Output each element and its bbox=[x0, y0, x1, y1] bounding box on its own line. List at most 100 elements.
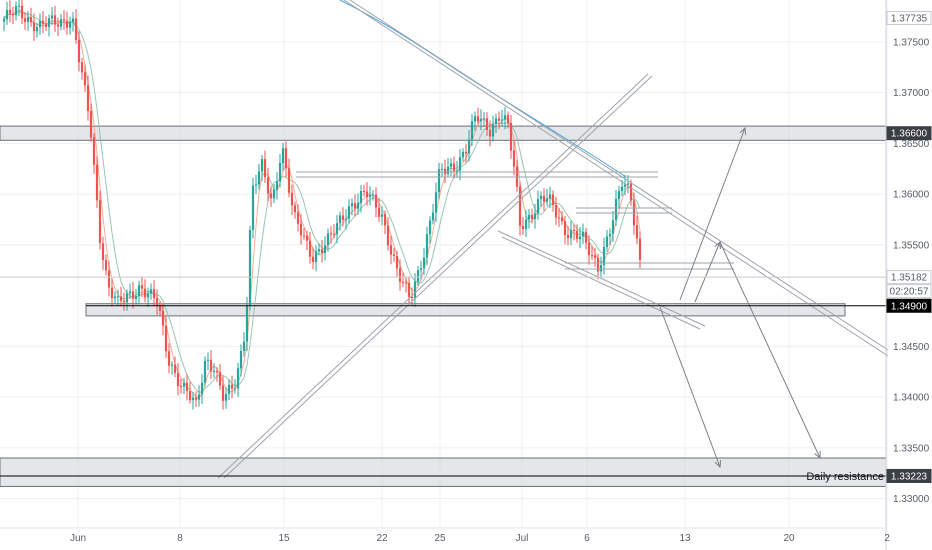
candle-body bbox=[113, 296, 117, 299]
candle-body bbox=[485, 118, 489, 131]
candle-body bbox=[239, 350, 243, 369]
price-label-countdown-bg bbox=[886, 284, 932, 299]
x-tick-label: 6 bbox=[584, 533, 590, 544]
candle-body bbox=[500, 119, 504, 121]
candle-body bbox=[35, 27, 39, 32]
daily-resistance-label: Daily resistance bbox=[806, 471, 884, 483]
x-tick-label: 13 bbox=[679, 533, 691, 544]
candle-body bbox=[635, 225, 639, 239]
y-tick-label: 1.37500 bbox=[893, 37, 930, 48]
candle-body bbox=[329, 233, 333, 235]
candle-body bbox=[140, 285, 144, 289]
candle-body bbox=[482, 118, 486, 120]
lower-zone bbox=[0, 457, 887, 487]
candle-body bbox=[164, 325, 168, 352]
candle-body bbox=[128, 291, 132, 294]
candle-body bbox=[419, 268, 423, 271]
candle-body bbox=[350, 203, 354, 207]
candle-body bbox=[272, 189, 276, 199]
candle-body bbox=[59, 19, 63, 27]
candle-body bbox=[233, 388, 237, 390]
candle-body bbox=[518, 186, 522, 227]
candle-body bbox=[440, 168, 444, 170]
candle-body bbox=[215, 371, 219, 373]
candle-body bbox=[260, 159, 264, 172]
candle-body bbox=[425, 234, 429, 258]
candle-body bbox=[638, 238, 642, 260]
candle-body bbox=[407, 282, 411, 297]
candle-body bbox=[32, 22, 36, 32]
candle-body bbox=[416, 270, 420, 282]
candle-body bbox=[167, 351, 171, 366]
candle-body bbox=[77, 39, 81, 63]
candle-body bbox=[431, 212, 435, 221]
candle-body bbox=[521, 226, 525, 229]
candle-body bbox=[170, 364, 174, 366]
candle-body bbox=[554, 204, 558, 218]
candle-body bbox=[581, 231, 585, 237]
candle-body bbox=[368, 194, 372, 198]
candle-body bbox=[458, 157, 462, 171]
price-label-last: 1.35182 bbox=[891, 273, 928, 284]
candle-body bbox=[443, 168, 447, 174]
candle-body bbox=[56, 24, 60, 27]
candle-body bbox=[188, 391, 192, 401]
time-axis[interactable]: Jun 8 15 22 25 Jul 6 13 20 2 bbox=[0, 527, 890, 544]
price-label-last-bg bbox=[886, 270, 932, 285]
candle-body bbox=[248, 229, 252, 306]
x-tick-label: 15 bbox=[278, 533, 290, 544]
candle-body bbox=[563, 221, 567, 235]
candle-body bbox=[356, 202, 360, 209]
annotations: Daily resistance bbox=[806, 471, 884, 483]
candle-body bbox=[602, 247, 606, 266]
candle-body bbox=[149, 289, 153, 294]
candle-body bbox=[200, 382, 204, 395]
candle-body bbox=[371, 194, 375, 196]
candle-body bbox=[410, 296, 414, 299]
candle-body bbox=[242, 341, 246, 351]
candle-body bbox=[341, 215, 345, 220]
candle-body bbox=[386, 225, 390, 246]
candle-body bbox=[131, 291, 135, 299]
candle-body bbox=[527, 214, 531, 220]
candle-body bbox=[473, 116, 477, 122]
candle-body bbox=[323, 245, 327, 254]
candle-body bbox=[404, 282, 408, 284]
support-zone bbox=[85, 303, 846, 317]
candle-body bbox=[332, 233, 336, 235]
candle-body bbox=[545, 198, 549, 202]
candle-body bbox=[95, 164, 99, 201]
candle-body bbox=[569, 230, 573, 239]
candle-body bbox=[374, 194, 378, 208]
candle-body bbox=[326, 233, 330, 246]
candle-body bbox=[617, 191, 621, 200]
candle-body bbox=[353, 203, 357, 209]
projection-arrow bbox=[679, 127, 746, 301]
candle-body bbox=[428, 220, 432, 235]
candle-body bbox=[65, 20, 69, 28]
candle-body bbox=[551, 194, 555, 205]
candle-body bbox=[494, 118, 498, 125]
candle-body bbox=[389, 245, 393, 255]
candle-body bbox=[182, 382, 186, 387]
candle-body bbox=[449, 163, 453, 167]
candle-body bbox=[68, 22, 72, 28]
candle-body bbox=[185, 382, 189, 392]
candle-body bbox=[497, 118, 501, 121]
candle-body bbox=[320, 249, 324, 254]
price-label-top-bg bbox=[886, 11, 932, 25]
candle-body bbox=[80, 62, 84, 73]
candle-body bbox=[623, 184, 627, 187]
candle-body bbox=[455, 170, 459, 172]
candle-body bbox=[524, 219, 528, 229]
candle-body bbox=[464, 151, 468, 154]
candle-body bbox=[629, 183, 633, 201]
price-axis[interactable]: 1.37500 1.37000 1.36500 1.36000 1.35500 1.345… bbox=[885, 0, 930, 550]
y-tick-label: 1.35500 bbox=[893, 240, 930, 251]
x-tick-label: 8 bbox=[177, 533, 183, 544]
candle-body bbox=[392, 254, 396, 256]
trend-line bbox=[217, 73, 649, 479]
candle-body bbox=[311, 256, 315, 263]
candle-body bbox=[14, 6, 18, 16]
